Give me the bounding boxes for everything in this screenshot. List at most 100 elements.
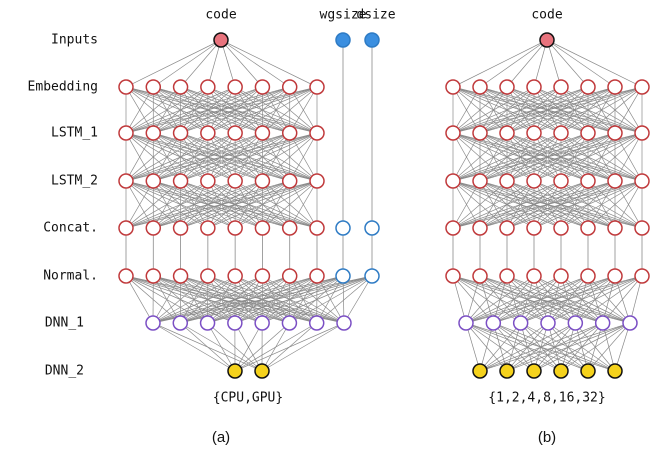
node: [213, 32, 229, 48]
node: [540, 315, 556, 331]
edge: [262, 86, 318, 134]
edge: [180, 132, 318, 182]
edge: [479, 322, 576, 372]
edge: [220, 39, 236, 88]
node: [118, 173, 134, 189]
edge: [125, 180, 263, 229]
edge: [234, 322, 317, 372]
node: [607, 363, 623, 379]
node: [145, 173, 162, 189]
nodes: [118, 32, 650, 379]
edge: [479, 132, 643, 182]
node: [607, 79, 623, 95]
edge: [125, 86, 181, 134]
node: [309, 125, 325, 141]
edge: [207, 86, 318, 134]
edge: [452, 180, 643, 229]
node: [445, 268, 461, 284]
edge: [560, 322, 631, 372]
edge: [125, 180, 209, 229]
edge: [614, 322, 631, 372]
edge: [152, 275, 373, 324]
edge: [452, 132, 535, 182]
edge: [342, 275, 345, 324]
node: [200, 220, 216, 236]
node: [227, 268, 243, 284]
edge: [125, 132, 290, 182]
node: [281, 315, 298, 331]
node: [580, 173, 596, 189]
edge: [452, 39, 548, 88]
edge: [452, 132, 589, 182]
input-label: wgsize: [320, 8, 367, 23]
edge: [479, 180, 643, 229]
edge: [452, 132, 481, 182]
edge: [452, 86, 508, 134]
edge: [262, 132, 318, 182]
edge: [207, 322, 236, 372]
node: [472, 79, 488, 95]
edge: [152, 275, 318, 324]
edge: [452, 132, 616, 182]
node: [281, 125, 298, 141]
edge: [546, 39, 616, 88]
node: [364, 32, 380, 48]
edge: [125, 180, 181, 229]
row-label: Normal.: [43, 269, 98, 284]
edge: [125, 180, 318, 229]
edge: [465, 275, 643, 324]
edge: [125, 275, 154, 324]
node: [309, 268, 325, 284]
edge: [560, 132, 643, 182]
edge: [125, 132, 318, 182]
edge: [452, 86, 481, 134]
edge: [152, 322, 236, 372]
node: [145, 315, 161, 331]
edge: [180, 86, 318, 134]
node: [118, 79, 134, 95]
node: [553, 79, 569, 95]
node: [254, 125, 271, 141]
edges: [125, 39, 643, 372]
node: [458, 315, 474, 331]
node: [580, 79, 596, 95]
node: [145, 220, 162, 236]
edge: [479, 322, 631, 372]
edge: [629, 275, 643, 324]
edge: [602, 275, 643, 324]
node: [526, 125, 542, 141]
input-label: code: [205, 8, 236, 23]
edge: [125, 86, 154, 134]
output-label: {1,2,4,8,16,32}: [488, 391, 605, 406]
edge: [207, 275, 373, 324]
node: [607, 173, 623, 189]
row-label: DNN_1: [45, 316, 84, 331]
node: [200, 125, 216, 141]
edge: [560, 180, 643, 229]
node: [335, 32, 351, 48]
edge: [343, 275, 373, 324]
edge: [465, 275, 535, 324]
edge: [452, 180, 508, 229]
edge: [152, 275, 290, 324]
edge: [207, 180, 318, 229]
node: [485, 315, 502, 331]
edge: [207, 132, 318, 182]
edge: [153, 132, 318, 182]
node: [553, 125, 569, 141]
edge: [465, 322, 481, 372]
edge: [587, 86, 643, 134]
node: [254, 220, 271, 236]
edge: [479, 322, 494, 372]
node: [172, 79, 189, 95]
caption: (a): [212, 429, 230, 446]
node: [567, 315, 584, 331]
row-label: Inputs: [51, 33, 98, 48]
edge: [125, 132, 263, 182]
edge: [262, 180, 318, 229]
edge: [546, 39, 643, 88]
edge: [506, 39, 548, 88]
node: [445, 79, 461, 95]
node: [526, 363, 542, 379]
edge: [220, 39, 290, 88]
